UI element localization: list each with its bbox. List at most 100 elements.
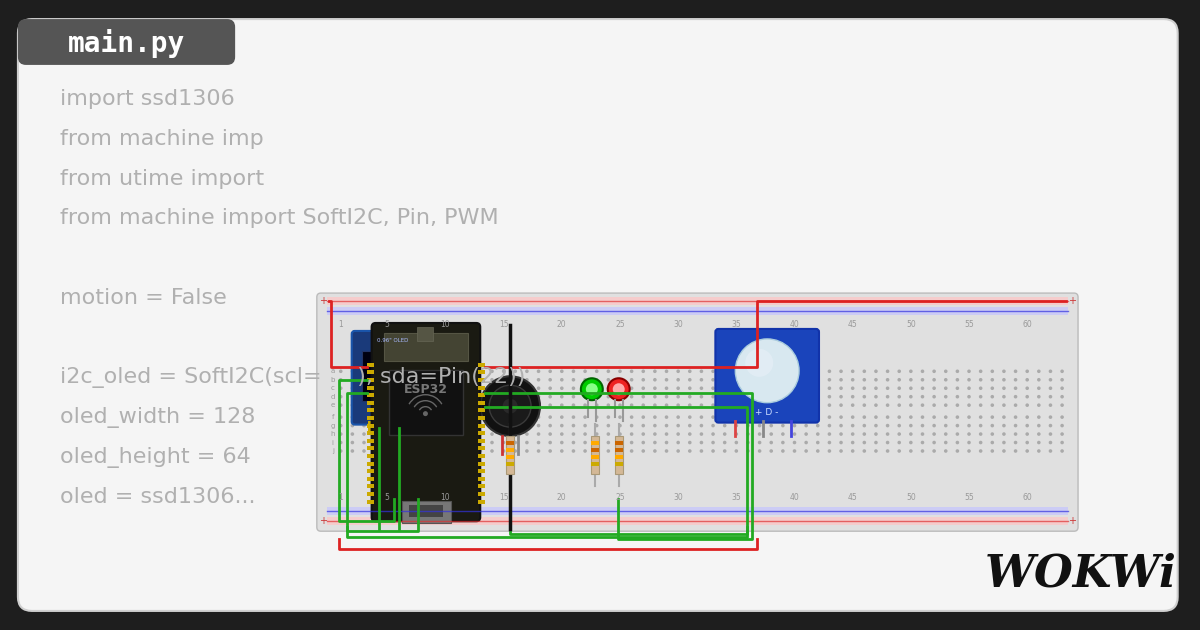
- Circle shape: [514, 370, 517, 373]
- Text: 45: 45: [848, 321, 858, 329]
- Circle shape: [536, 386, 540, 390]
- Text: 5: 5: [385, 493, 390, 502]
- Circle shape: [990, 415, 994, 419]
- Circle shape: [467, 370, 470, 373]
- Circle shape: [1061, 424, 1064, 427]
- Circle shape: [1061, 415, 1064, 419]
- Circle shape: [613, 383, 625, 395]
- Circle shape: [758, 441, 761, 444]
- Circle shape: [712, 395, 715, 399]
- Circle shape: [677, 378, 680, 382]
- Circle shape: [467, 378, 470, 382]
- Text: 20: 20: [557, 321, 566, 329]
- Circle shape: [910, 378, 913, 382]
- Circle shape: [746, 370, 750, 373]
- Circle shape: [514, 449, 517, 453]
- Circle shape: [1002, 370, 1006, 373]
- Bar: [367, 484, 373, 488]
- Circle shape: [979, 378, 983, 382]
- Circle shape: [769, 432, 773, 436]
- Circle shape: [502, 370, 505, 373]
- Circle shape: [606, 370, 610, 373]
- Circle shape: [734, 449, 738, 453]
- Circle shape: [932, 370, 936, 373]
- Circle shape: [758, 415, 761, 419]
- Circle shape: [769, 395, 773, 399]
- Circle shape: [990, 395, 994, 399]
- Circle shape: [586, 383, 598, 395]
- Circle shape: [851, 415, 854, 419]
- Circle shape: [722, 449, 726, 453]
- Circle shape: [828, 386, 832, 390]
- Circle shape: [1037, 441, 1040, 444]
- Circle shape: [385, 395, 389, 399]
- Bar: [367, 401, 373, 405]
- Circle shape: [793, 403, 797, 407]
- Circle shape: [1026, 378, 1028, 382]
- Circle shape: [606, 415, 610, 419]
- Circle shape: [1037, 378, 1040, 382]
- Circle shape: [1026, 432, 1028, 436]
- Circle shape: [374, 378, 378, 382]
- Circle shape: [491, 386, 493, 390]
- Circle shape: [455, 395, 458, 399]
- Circle shape: [409, 432, 413, 436]
- Circle shape: [1014, 395, 1018, 399]
- Text: 1: 1: [338, 493, 343, 502]
- Circle shape: [839, 378, 842, 382]
- Circle shape: [606, 378, 610, 382]
- Circle shape: [863, 395, 866, 399]
- Circle shape: [350, 378, 354, 382]
- Text: 25: 25: [616, 321, 625, 329]
- Text: from machine import SoftI2C, Pin, PWM: from machine import SoftI2C, Pin, PWM: [60, 209, 498, 228]
- Circle shape: [816, 378, 820, 382]
- Circle shape: [560, 370, 564, 373]
- Circle shape: [467, 395, 470, 399]
- Text: +: +: [319, 516, 326, 526]
- Circle shape: [932, 386, 936, 390]
- Circle shape: [920, 370, 924, 373]
- Circle shape: [1026, 370, 1028, 373]
- Circle shape: [409, 370, 413, 373]
- Bar: [367, 370, 373, 374]
- Bar: [614, 436, 623, 474]
- Text: oled = ssd1306...: oled = ssd1306...: [60, 488, 256, 507]
- Circle shape: [502, 432, 505, 436]
- Circle shape: [920, 395, 924, 399]
- Circle shape: [804, 386, 808, 390]
- Circle shape: [688, 432, 691, 436]
- Circle shape: [1061, 395, 1064, 399]
- Circle shape: [1026, 403, 1028, 407]
- Circle shape: [491, 378, 493, 382]
- Circle shape: [420, 370, 424, 373]
- Circle shape: [839, 449, 842, 453]
- Circle shape: [536, 378, 540, 382]
- Circle shape: [385, 441, 389, 444]
- Circle shape: [397, 441, 401, 444]
- Circle shape: [828, 432, 832, 436]
- Circle shape: [920, 449, 924, 453]
- Circle shape: [712, 403, 715, 407]
- Circle shape: [618, 378, 622, 382]
- Circle shape: [607, 378, 630, 400]
- Circle shape: [583, 441, 587, 444]
- Text: 5: 5: [385, 321, 390, 329]
- Circle shape: [502, 395, 505, 399]
- Circle shape: [571, 432, 575, 436]
- Circle shape: [420, 449, 424, 453]
- Circle shape: [874, 424, 877, 427]
- Circle shape: [630, 370, 634, 373]
- Circle shape: [420, 403, 424, 407]
- Circle shape: [583, 449, 587, 453]
- FancyBboxPatch shape: [372, 323, 480, 521]
- Circle shape: [769, 415, 773, 419]
- Circle shape: [758, 432, 761, 436]
- Text: 60: 60: [1022, 493, 1032, 502]
- Circle shape: [362, 441, 366, 444]
- Circle shape: [1014, 386, 1018, 390]
- Bar: [479, 469, 485, 473]
- Circle shape: [362, 378, 366, 382]
- Circle shape: [863, 415, 866, 419]
- Circle shape: [734, 432, 738, 436]
- Circle shape: [653, 432, 656, 436]
